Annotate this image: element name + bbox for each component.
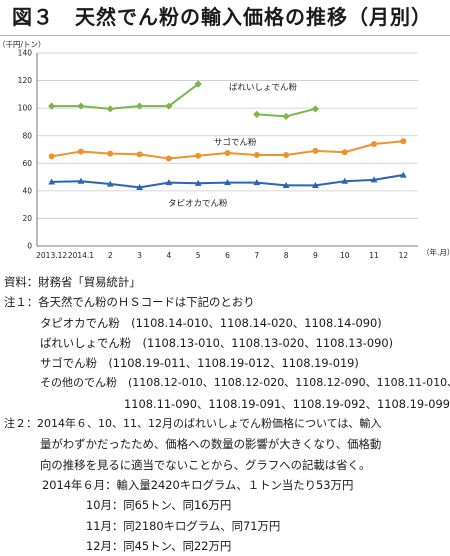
data-point xyxy=(165,155,172,162)
note2-october-detail: 10月：同65トン、同16万円 xyxy=(86,498,232,513)
data-point xyxy=(399,171,407,178)
data-point xyxy=(311,105,320,113)
source-note: 資料：財務省「貿易統計」 xyxy=(4,275,141,289)
data-point xyxy=(282,112,290,121)
data-point xyxy=(165,179,173,186)
x-tick-label: 10 xyxy=(340,251,350,260)
data-point xyxy=(48,178,56,185)
data-point xyxy=(195,152,202,159)
data-point xyxy=(48,153,55,160)
data-point xyxy=(371,140,378,147)
series-label-tapioca: タピオカでん粉 xyxy=(168,198,228,209)
data-point xyxy=(77,177,85,184)
note1-heading: 注１：各天然でん粉のＨＳコードは下記のとおり xyxy=(4,295,255,310)
y-tick-label: 40 xyxy=(22,186,32,195)
note2-november-detail: 11月：同2180キログラム、同71万円 xyxy=(86,518,281,533)
x-tick-label: 12 xyxy=(399,251,409,260)
data-point xyxy=(370,176,378,183)
data-point xyxy=(165,102,173,110)
series-line-1 xyxy=(51,83,199,110)
x-tick-label: 11 xyxy=(369,251,379,260)
data-point xyxy=(224,179,231,186)
x-tick-label: 7 xyxy=(254,251,259,260)
data-point xyxy=(400,138,407,145)
x-tick-label: 4 xyxy=(166,251,171,260)
x-tick-label: 3 xyxy=(137,251,142,260)
series-labels: ばれいしょでん粉 サゴでん粉 タピオカでん粉 xyxy=(168,82,298,209)
data-point xyxy=(253,179,261,186)
line-chart: （千円/トン） （年.月） 0 20 40 60 80 100 120 140 2013.12… xyxy=(0,39,450,260)
x-tick-label: 2013.12 xyxy=(36,251,67,260)
data-point xyxy=(341,177,349,184)
x-unit-label: （年.月） xyxy=(422,247,450,257)
chart-title: 図３ 天然でん粉の輸入価格の推移（月別） xyxy=(0,1,450,34)
y-tick-label: 120 xyxy=(18,76,33,85)
note2-december-detail: 12月：同45トン、同22万円 xyxy=(86,538,232,553)
gridlines xyxy=(37,52,418,219)
note1-other-codes-line1: その他のでん粉 (1108.12-010、1108.12-020、1108.12… xyxy=(40,376,450,390)
data-point xyxy=(77,148,84,155)
series-1 xyxy=(48,80,320,121)
data-point xyxy=(253,152,260,159)
note1-sago-codes: サゴでん粉 (1108.19-011、1108.19-012、1108.19-0… xyxy=(40,356,359,371)
note2-line2: 量がわずかだったため、価格への数量の影響が大きくなり、価格動 xyxy=(40,437,382,452)
data-point xyxy=(135,102,144,110)
series-group xyxy=(48,80,407,191)
data-point xyxy=(312,147,319,154)
axes xyxy=(36,53,418,247)
title-rule xyxy=(0,35,450,36)
y-unit-label: （千円/トン） xyxy=(0,39,46,49)
note2-line1: 注２：2014年６、10、11、12月のばれいしょでん粉価格については、輸入 xyxy=(4,417,382,431)
series-3 xyxy=(48,171,407,191)
notes-block: 資料：財務省「貿易統計」 注１：各天然でん粉のＨＳコードは下記のとおり タピオカ… xyxy=(4,272,450,556)
note2-june-detail: 2014年６月：輸入量2420キログラム、１トン当たり53万円 xyxy=(42,477,354,492)
data-point xyxy=(283,152,290,159)
data-point xyxy=(107,150,114,157)
data-point xyxy=(194,80,202,88)
y-tick-label: 60 xyxy=(22,159,32,168)
y-tick-label: 140 xyxy=(18,49,33,58)
series-2 xyxy=(48,138,407,162)
x-tick-label: 6 xyxy=(225,251,230,260)
data-point xyxy=(136,184,143,191)
y-tick-label: 0 xyxy=(27,242,32,251)
y-tick-label: 100 xyxy=(18,104,33,113)
series-label-potato: ばれいしょでん粉 xyxy=(229,82,298,93)
x-tick-label: 5 xyxy=(196,251,201,260)
y-tick-labels: 0 20 40 60 80 100 120 140 xyxy=(18,49,33,251)
data-point xyxy=(48,102,56,110)
y-tick-label: 80 xyxy=(22,131,32,140)
x-tick-label: 2 xyxy=(108,251,113,260)
note1-other-codes-line2: 1108.11-090、1108.19-091、1108.19-092、1108… xyxy=(124,396,450,411)
x-tick-label: 9 xyxy=(313,251,318,260)
note1-tapioca-codes: タピオカでん粉 (1108.14-010、1108.14-020、1108.14… xyxy=(40,315,382,330)
note1-potato-codes: ばれいしょでん粉 (1108.13-010、1108.13-020、1108.1… xyxy=(40,335,394,350)
data-point xyxy=(282,181,290,188)
y-tick-label: 20 xyxy=(22,214,32,223)
data-point xyxy=(194,179,202,186)
data-point xyxy=(106,105,114,113)
note2-line3: 向の推移を見るに適当でないことから、グラフへの記載は省く。 xyxy=(40,457,371,472)
data-point xyxy=(224,149,231,156)
data-point xyxy=(341,149,348,156)
x-tick-label: 8 xyxy=(284,251,289,260)
series-label-sago: サゴでん粉 xyxy=(214,137,257,148)
data-point xyxy=(106,180,114,187)
data-point xyxy=(312,181,319,188)
data-point xyxy=(77,102,85,110)
x-tick-label: 2014.1 xyxy=(68,251,94,260)
data-point xyxy=(136,151,143,158)
data-point xyxy=(253,110,261,118)
x-tick-labels: 2013.12 2014.1 2 3 4 5 6 7 8 9 10 11 12 xyxy=(36,251,408,260)
